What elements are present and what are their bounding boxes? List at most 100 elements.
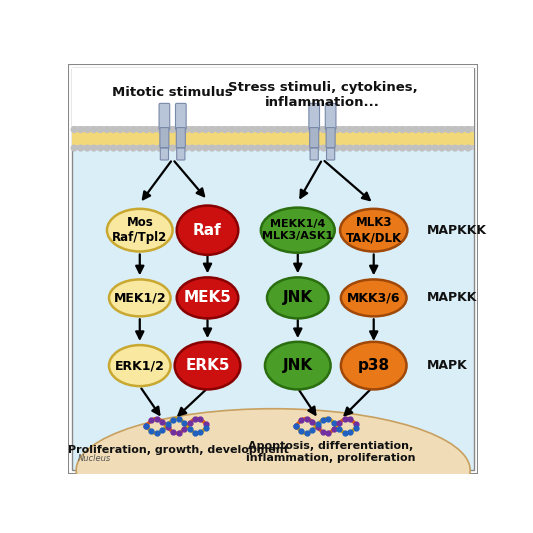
Text: MAPK: MAPK (427, 359, 468, 372)
Ellipse shape (177, 277, 238, 318)
Circle shape (367, 145, 373, 151)
Circle shape (78, 145, 84, 151)
Circle shape (367, 127, 373, 133)
Circle shape (169, 127, 175, 133)
Circle shape (360, 127, 366, 133)
Circle shape (393, 127, 399, 133)
Text: ERK5: ERK5 (185, 358, 230, 373)
Circle shape (432, 145, 438, 151)
Circle shape (209, 127, 215, 133)
Circle shape (91, 145, 96, 151)
Circle shape (262, 145, 268, 151)
Circle shape (353, 145, 359, 151)
Circle shape (117, 145, 123, 151)
Circle shape (321, 145, 327, 151)
Circle shape (150, 127, 156, 133)
Circle shape (242, 127, 248, 133)
Ellipse shape (261, 208, 335, 253)
FancyBboxPatch shape (325, 103, 336, 130)
Circle shape (301, 127, 307, 133)
Bar (72, 127, 474, 150)
Circle shape (209, 145, 215, 151)
Circle shape (143, 127, 149, 133)
Circle shape (203, 127, 208, 133)
Circle shape (150, 145, 156, 151)
Circle shape (222, 145, 228, 151)
Circle shape (255, 145, 261, 151)
Circle shape (111, 145, 116, 151)
Circle shape (308, 127, 313, 133)
Circle shape (137, 145, 143, 151)
Ellipse shape (341, 279, 407, 317)
Circle shape (386, 145, 392, 151)
Circle shape (419, 127, 425, 133)
Circle shape (71, 145, 77, 151)
Ellipse shape (175, 342, 240, 390)
Ellipse shape (341, 342, 407, 390)
Text: Stress stimuli, cytokines,
inflammation...: Stress stimuli, cytokines, inflammation.… (228, 80, 417, 109)
Ellipse shape (76, 409, 470, 532)
Circle shape (288, 145, 294, 151)
Text: JNK: JNK (282, 290, 313, 305)
FancyBboxPatch shape (326, 127, 335, 148)
Text: Apoptosis, differentiation,
inflammation, proliferation: Apoptosis, differentiation, inflammation… (246, 441, 415, 463)
Circle shape (176, 127, 182, 133)
Circle shape (189, 127, 195, 133)
Circle shape (439, 145, 445, 151)
FancyBboxPatch shape (310, 148, 318, 160)
Circle shape (98, 127, 103, 133)
Circle shape (143, 145, 149, 151)
Circle shape (222, 127, 228, 133)
Circle shape (426, 127, 432, 133)
Text: MEKK1/4
MLK3/ASK1: MEKK1/4 MLK3/ASK1 (262, 220, 333, 241)
Circle shape (347, 145, 353, 151)
Circle shape (137, 127, 143, 133)
Text: MAPKKK: MAPKKK (427, 224, 487, 237)
Circle shape (196, 127, 202, 133)
Text: Mos
Raf/Tpl2: Mos Raf/Tpl2 (112, 216, 167, 244)
Ellipse shape (265, 342, 330, 390)
Circle shape (262, 127, 268, 133)
Circle shape (242, 145, 248, 151)
Circle shape (268, 127, 274, 133)
Circle shape (439, 127, 445, 133)
Circle shape (124, 127, 130, 133)
Circle shape (419, 145, 425, 151)
Circle shape (84, 145, 90, 151)
Circle shape (380, 145, 385, 151)
Circle shape (465, 127, 471, 133)
Ellipse shape (340, 209, 407, 252)
Ellipse shape (109, 345, 171, 386)
Circle shape (189, 145, 195, 151)
FancyBboxPatch shape (177, 148, 185, 160)
Circle shape (163, 127, 169, 133)
Circle shape (131, 145, 136, 151)
Circle shape (268, 145, 274, 151)
Text: MLK3
TAK/DLK: MLK3 TAK/DLK (345, 216, 402, 244)
Bar (72, 145, 474, 150)
Circle shape (393, 145, 399, 151)
Circle shape (183, 127, 189, 133)
Circle shape (275, 127, 280, 133)
Circle shape (281, 145, 287, 151)
Circle shape (229, 127, 235, 133)
Circle shape (157, 127, 163, 133)
Circle shape (301, 145, 307, 151)
Circle shape (216, 127, 221, 133)
Circle shape (308, 145, 313, 151)
Circle shape (334, 127, 340, 133)
Circle shape (465, 145, 471, 151)
Circle shape (353, 127, 359, 133)
Ellipse shape (177, 206, 238, 255)
Text: ERK1/2: ERK1/2 (115, 359, 165, 372)
Circle shape (124, 145, 130, 151)
Circle shape (327, 127, 333, 133)
Circle shape (341, 145, 346, 151)
FancyBboxPatch shape (160, 127, 169, 148)
Bar (72, 68, 474, 127)
Circle shape (314, 145, 320, 151)
Circle shape (203, 145, 208, 151)
Circle shape (295, 127, 300, 133)
Circle shape (314, 127, 320, 133)
Bar (72, 126, 474, 132)
